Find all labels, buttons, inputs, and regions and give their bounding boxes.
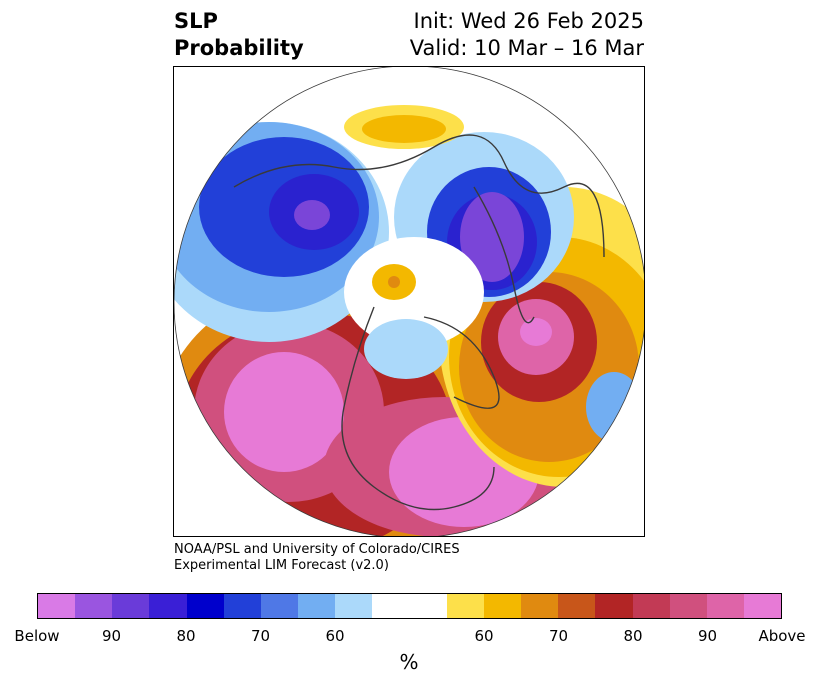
- colorbar-segment: [595, 594, 633, 618]
- colorbar-segment: [632, 594, 670, 618]
- credit-line-1: NOAA/PSL and University of Colorado/CIRE…: [174, 542, 460, 557]
- probability-map: [174, 67, 644, 536]
- colorbar-tick-label: 70: [250, 627, 271, 645]
- colorbar-tick-label: Above: [758, 627, 806, 645]
- colorbar: [37, 593, 782, 619]
- colorbar-segment: [223, 594, 261, 618]
- colorbar-segment: [446, 594, 484, 618]
- field-arctic-top-gold: [362, 115, 446, 143]
- colorbar-segment: [75, 594, 113, 618]
- coastline-eurasia: [233, 134, 605, 258]
- variable-label: SLP: [174, 9, 218, 33]
- field-europe-purple: [460, 192, 524, 282]
- colorbar-segment: [558, 594, 596, 618]
- colorbar-tick-label: 80: [176, 627, 196, 645]
- colorbar-tick-label: 60: [325, 627, 345, 645]
- colorbar-tick-label: 90: [101, 627, 122, 645]
- title-left: SLP Probability: [174, 8, 304, 62]
- colorbar-segment: [409, 594, 447, 618]
- colorbar-segment: [521, 594, 559, 618]
- credit-block: NOAA/PSL and University of Colorado/CIRE…: [174, 542, 460, 574]
- field-siberia-purple: [294, 200, 330, 230]
- colorbar-tick-label: Below: [14, 627, 60, 645]
- colorbar-segment: [483, 594, 522, 618]
- field-pacific-pink: [224, 352, 344, 472]
- colorbar-segment: [38, 594, 76, 618]
- colorbar-segment: [149, 594, 187, 618]
- coastlines: [174, 67, 644, 536]
- colorbar-tick-label: 60: [474, 627, 494, 645]
- colorbar-segment: [743, 594, 782, 618]
- colorbar-segment: [669, 594, 707, 618]
- colorbar-unit: %: [399, 650, 419, 674]
- init-date: Init: Wed 26 Feb 2025: [413, 9, 644, 33]
- colorbar-segment: [706, 594, 744, 618]
- colorbar-tick-label: 70: [548, 627, 569, 645]
- colorbar-tick-label: 80: [623, 627, 643, 645]
- field-atlantic-lightpink: [520, 318, 552, 346]
- colorbar-segment: [260, 594, 299, 618]
- map-panel: [173, 66, 645, 537]
- colorbar-segment: [112, 594, 150, 618]
- colorbar-segment: [372, 594, 410, 618]
- valid-range: Valid: 10 Mar – 16 Mar: [409, 36, 644, 60]
- field-pole-white: [344, 237, 484, 347]
- colorbar-segment: [298, 594, 336, 618]
- field-atlantic-lightblue: [586, 372, 642, 442]
- coastline-europe: [473, 186, 535, 324]
- coastline-north-america: [341, 306, 495, 511]
- field-canada-paleblue: [364, 319, 448, 379]
- title-right: Init: Wed 26 Feb 2025 Valid: 10 Mar – 16…: [410, 8, 644, 62]
- colorbar-segment: [186, 594, 224, 618]
- map-fields: [174, 67, 644, 536]
- variable-sublabel: Probability: [174, 36, 304, 60]
- colorbar-tick-label: 90: [697, 627, 718, 645]
- field-pole-orange: [388, 276, 400, 288]
- colorbar-segment: [335, 594, 373, 618]
- credit-line-2: Experimental LIM Forecast (v2.0): [174, 558, 389, 573]
- coastline-greenland: [423, 316, 500, 409]
